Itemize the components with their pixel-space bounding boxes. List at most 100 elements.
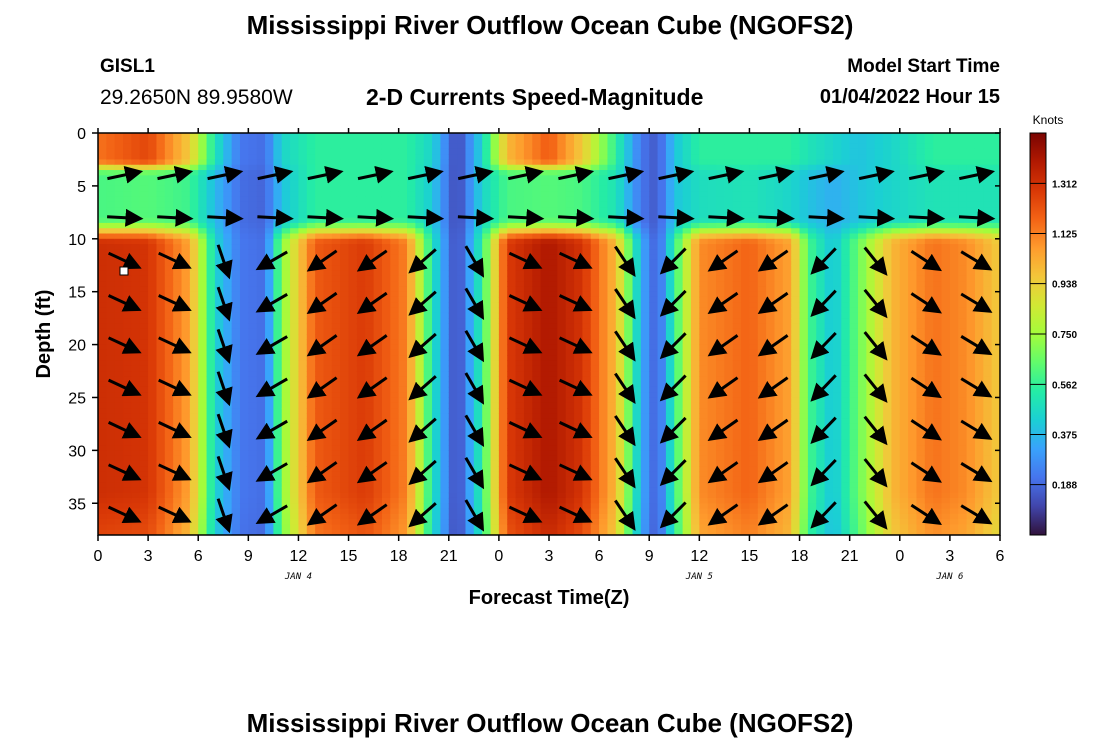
heatmap-cell bbox=[390, 291, 400, 298]
heatmap-cell bbox=[198, 445, 208, 451]
heatmap-cell bbox=[298, 476, 308, 483]
heatmap-cell bbox=[156, 222, 166, 229]
heatmap-cell bbox=[373, 207, 383, 213]
heatmap-cell bbox=[298, 323, 308, 330]
heatmap-cell bbox=[540, 259, 550, 266]
heatmap-cell bbox=[540, 392, 550, 399]
heatmap-cell bbox=[189, 334, 199, 340]
heatmap-cell bbox=[156, 143, 166, 150]
heatmap-cell bbox=[139, 259, 149, 266]
heatmap-cell bbox=[148, 386, 158, 393]
heatmap-cell bbox=[632, 296, 642, 303]
heatmap-cell bbox=[148, 397, 158, 404]
heatmap-cell bbox=[256, 455, 266, 462]
heatmap-cell bbox=[440, 312, 450, 319]
heatmap-cell bbox=[532, 185, 542, 192]
heatmap-cell bbox=[498, 360, 508, 367]
heatmap-cell bbox=[390, 143, 400, 150]
heatmap-cell bbox=[114, 275, 124, 282]
heatmap-cell bbox=[356, 408, 366, 414]
heatmap-cell bbox=[198, 371, 208, 377]
heatmap-cell bbox=[298, 148, 308, 155]
heatmap-cell bbox=[523, 413, 533, 420]
heatmap-cell bbox=[239, 524, 249, 531]
heatmap-cell bbox=[440, 497, 450, 504]
heatmap-cell bbox=[206, 265, 216, 272]
heatmap-cell bbox=[615, 397, 625, 404]
heatmap-cell bbox=[640, 344, 650, 351]
heatmap-cell bbox=[223, 148, 233, 155]
heatmap-cell bbox=[273, 392, 283, 399]
heatmap-cell bbox=[181, 365, 191, 372]
heatmap-cell bbox=[599, 460, 609, 467]
heatmap-cell bbox=[239, 497, 249, 504]
heatmap-cell bbox=[356, 524, 366, 531]
heatmap-cell bbox=[565, 402, 575, 409]
heatmap-cell bbox=[381, 133, 391, 139]
heatmap-cell bbox=[590, 439, 600, 446]
heatmap-cell bbox=[482, 270, 492, 277]
heatmap-cell bbox=[407, 402, 416, 409]
heatmap-cell bbox=[398, 402, 408, 409]
heatmap-cell bbox=[432, 143, 442, 150]
heatmap-cell bbox=[632, 270, 642, 277]
heatmap-cell bbox=[164, 360, 174, 367]
heatmap-cell bbox=[148, 244, 158, 250]
heatmap-cell bbox=[239, 275, 249, 282]
heatmap-cell bbox=[515, 244, 525, 250]
heatmap-cell bbox=[265, 270, 274, 277]
heatmap-cell bbox=[139, 339, 149, 346]
heatmap-cell bbox=[624, 164, 634, 171]
heatmap-cell bbox=[306, 191, 316, 198]
heatmap-cell bbox=[148, 249, 158, 256]
heatmap-cell bbox=[549, 148, 558, 155]
heatmap-cell bbox=[615, 312, 625, 319]
heatmap-cell bbox=[590, 508, 600, 515]
heatmap-cell bbox=[106, 482, 116, 488]
heatmap-cell bbox=[574, 392, 584, 399]
heatmap-cell bbox=[123, 445, 133, 451]
heatmap-cell bbox=[381, 386, 391, 393]
heatmap-cell bbox=[365, 503, 375, 510]
heatmap-cell bbox=[540, 323, 550, 330]
heatmap-cell bbox=[398, 196, 408, 203]
heatmap-cell bbox=[607, 513, 617, 520]
heatmap-cell bbox=[457, 376, 467, 383]
heatmap-cell bbox=[315, 497, 325, 504]
heatmap-cell bbox=[340, 312, 350, 319]
heatmap-cell bbox=[223, 328, 233, 335]
heatmap-cell bbox=[198, 143, 208, 150]
heatmap-cell bbox=[415, 138, 425, 145]
heatmap-cell bbox=[306, 180, 316, 187]
heatmap-cell bbox=[390, 222, 400, 229]
heatmap-cell bbox=[565, 429, 575, 436]
heatmap-cell bbox=[532, 207, 542, 213]
heatmap-cell bbox=[423, 492, 433, 499]
heatmap-cell bbox=[98, 228, 107, 235]
heatmap-cell bbox=[348, 275, 358, 282]
heatmap-cell bbox=[540, 196, 550, 203]
heatmap-cell bbox=[615, 133, 625, 139]
heatmap-cell bbox=[348, 381, 358, 388]
heatmap-cell bbox=[532, 460, 542, 467]
heatmap-cell bbox=[432, 249, 442, 256]
heatmap-cell bbox=[574, 503, 584, 510]
heatmap-cell bbox=[582, 376, 592, 383]
heatmap-cell bbox=[448, 471, 458, 478]
heatmap-cell bbox=[173, 201, 183, 208]
heatmap-cell bbox=[557, 524, 567, 531]
heatmap-cell bbox=[298, 164, 308, 171]
heatmap-cell bbox=[557, 503, 567, 510]
heatmap-cell bbox=[206, 497, 216, 504]
heatmap-cell bbox=[574, 529, 584, 535]
heatmap-cell bbox=[423, 244, 433, 250]
heatmap-cell bbox=[440, 360, 450, 367]
heatmap-cell bbox=[432, 508, 442, 515]
heatmap-cell bbox=[214, 524, 224, 531]
heatmap-cell bbox=[615, 201, 625, 208]
heatmap-cell bbox=[498, 296, 508, 303]
heatmap-cell bbox=[565, 439, 575, 446]
heatmap-cell bbox=[482, 312, 492, 319]
heatmap-cell bbox=[248, 148, 258, 155]
heatmap-cell bbox=[440, 386, 450, 393]
